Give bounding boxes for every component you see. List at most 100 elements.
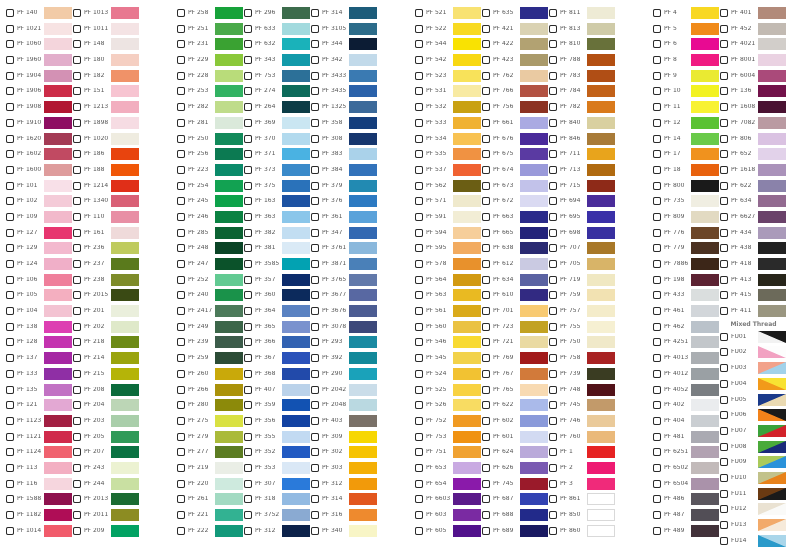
checkbox[interactable]	[653, 212, 661, 221]
thread-entry[interactable]: PF 137	[6, 352, 73, 365]
thread-entry[interactable]: PF 563	[415, 289, 482, 302]
thread-entry[interactable]: PF 626	[482, 461, 549, 474]
thread-entry[interactable]: PF 10	[653, 85, 720, 98]
thread-entry[interactable]: PF 602	[482, 414, 549, 427]
thread-entry[interactable]: PF 14	[653, 132, 720, 145]
thread-entry[interactable]: PF 253	[177, 85, 244, 98]
checkbox[interactable]	[311, 479, 319, 488]
thread-entry[interactable]: PF 595	[415, 242, 482, 255]
thread-entry[interactable]: PF 713	[549, 163, 616, 176]
thread-entry[interactable]: PF 135	[6, 383, 73, 396]
thread-entry[interactable]: PF 357	[244, 273, 311, 286]
checkbox[interactable]	[6, 416, 14, 425]
thread-entry[interactable]: PF 1910	[6, 116, 73, 129]
thread-entry[interactable]: PF 275	[177, 414, 244, 427]
thread-entry[interactable]: PF 578	[415, 258, 482, 270]
checkbox[interactable]	[177, 150, 185, 159]
thread-entry[interactable]: PF 4	[653, 7, 720, 19]
checkbox[interactable]	[73, 71, 81, 80]
thread-entry[interactable]: PF 423	[482, 54, 549, 67]
thread-entry[interactable]: PF 239	[177, 336, 244, 349]
checkbox[interactable]	[653, 56, 661, 65]
thread-entry[interactable]: PF 1904	[6, 69, 73, 82]
checkbox[interactable]	[244, 244, 252, 253]
checkbox[interactable]	[73, 40, 81, 49]
thread-entry[interactable]: PF 753	[415, 430, 482, 443]
thread-entry[interactable]: PF 3871	[311, 258, 378, 270]
thread-entry[interactable]: PF 2042	[311, 383, 378, 396]
thread-entry[interactable]: PF 705	[549, 258, 616, 270]
checkbox[interactable]	[415, 338, 423, 347]
thread-entry[interactable]: PF 8001	[720, 54, 787, 67]
checkbox[interactable]	[311, 260, 319, 268]
checkbox[interactable]	[73, 495, 81, 504]
checkbox[interactable]	[177, 24, 185, 33]
checkbox[interactable]	[653, 197, 661, 206]
thread-entry[interactable]: PF 258	[177, 7, 244, 19]
checkbox[interactable]	[549, 511, 557, 519]
thread-entry[interactable]: PF 375	[244, 179, 311, 192]
thread-entry[interactable]: PF 106	[6, 273, 73, 286]
thread-entry[interactable]: PF 758	[549, 352, 616, 365]
checkbox[interactable]	[244, 385, 252, 394]
thread-entry[interactable]: PF 277	[177, 446, 244, 459]
thread-entry[interactable]: PF 402	[653, 399, 720, 412]
thread-entry[interactable]: PF 760	[549, 430, 616, 443]
checkbox[interactable]	[6, 212, 14, 221]
thread-entry[interactable]: PF 12	[653, 116, 720, 129]
thread-entry[interactable]: PF 1	[549, 446, 616, 459]
thread-entry[interactable]: PF 198	[653, 273, 720, 286]
thread-entry[interactable]: PF 759	[549, 289, 616, 302]
checkbox[interactable]	[720, 24, 728, 33]
checkbox[interactable]	[653, 275, 661, 284]
thread-entry[interactable]: PF 356	[244, 414, 311, 427]
thread-entry[interactable]: PF 307	[244, 477, 311, 490]
checkbox[interactable]	[720, 364, 728, 373]
checkbox[interactable]	[244, 275, 252, 284]
checkbox[interactable]	[311, 322, 319, 331]
thread-entry[interactable]: PF 188	[73, 163, 140, 176]
thread-entry[interactable]: PF 481	[653, 430, 720, 443]
thread-entry[interactable]: PF 707	[549, 242, 616, 255]
thread-entry[interactable]: PF 672	[482, 195, 549, 208]
thread-entry[interactable]: PF 251	[177, 22, 244, 35]
checkbox[interactable]	[549, 432, 557, 441]
checkbox[interactable]	[720, 536, 728, 545]
thread-entry[interactable]: PF 302	[311, 446, 378, 459]
checkbox[interactable]	[415, 228, 423, 237]
checkbox[interactable]	[415, 181, 423, 190]
checkbox[interactable]	[311, 71, 319, 80]
checkbox[interactable]	[482, 71, 490, 80]
thread-entry[interactable]: PF 8	[653, 54, 720, 67]
checkbox[interactable]	[720, 71, 728, 80]
checkbox[interactable]	[73, 228, 81, 237]
thread-entry[interactable]: PF 110	[73, 210, 140, 223]
checkbox[interactable]	[653, 24, 661, 33]
thread-entry[interactable]: PF 124	[6, 258, 73, 270]
checkbox[interactable]	[177, 71, 185, 80]
checkbox[interactable]	[482, 87, 490, 96]
checkbox[interactable]	[720, 244, 728, 253]
thread-entry[interactable]: PF 751	[415, 446, 482, 459]
checkbox[interactable]	[73, 181, 81, 190]
checkbox[interactable]	[653, 244, 661, 253]
thread-entry[interactable]: PF 359	[244, 399, 311, 412]
checkbox[interactable]	[549, 479, 557, 488]
checkbox[interactable]	[73, 354, 81, 363]
thread-entry[interactable]: PF 246	[177, 210, 244, 223]
checkbox[interactable]	[311, 181, 319, 190]
checkbox[interactable]	[73, 260, 81, 268]
checkbox[interactable]	[720, 332, 728, 341]
checkbox[interactable]	[415, 291, 423, 300]
thread-entry[interactable]: PF 788	[549, 54, 616, 67]
checkbox[interactable]	[653, 103, 661, 112]
thread-entry[interactable]: PF 231	[177, 38, 244, 51]
thread-entry[interactable]: PF 281	[177, 116, 244, 129]
thread-entry[interactable]: FU05	[720, 393, 787, 406]
checkbox[interactable]	[720, 134, 728, 143]
thread-entry[interactable]: PF 1906	[6, 85, 73, 98]
checkbox[interactable]	[244, 511, 252, 519]
thread-entry[interactable]: PF 366	[244, 336, 311, 349]
thread-entry[interactable]: PF 342	[311, 54, 378, 67]
checkbox[interactable]	[482, 354, 490, 363]
